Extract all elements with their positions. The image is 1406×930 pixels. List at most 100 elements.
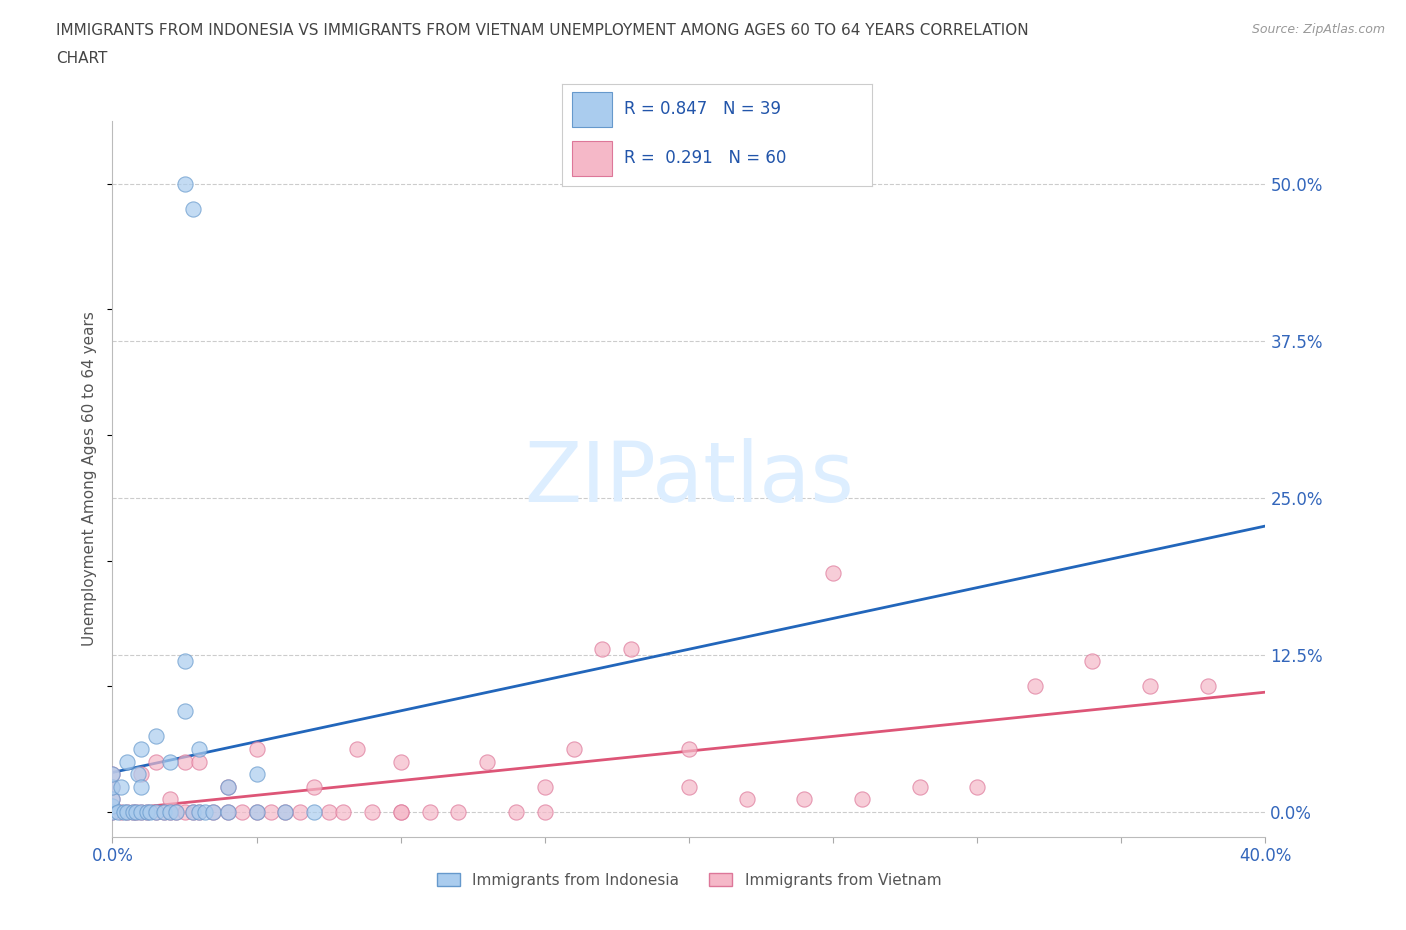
Point — [181, 804, 204, 819]
Point — [1081, 654, 1104, 669]
Point — [165, 804, 187, 819]
Point — [1197, 679, 1219, 694]
Point — [332, 804, 354, 819]
Point — [173, 754, 195, 769]
Legend: Immigrants from Indonesia, Immigrants from Vietnam: Immigrants from Indonesia, Immigrants fr… — [430, 867, 948, 894]
Point — [389, 754, 412, 769]
Point — [505, 804, 527, 819]
Point — [419, 804, 441, 819]
Text: Source: ZipAtlas.com: Source: ZipAtlas.com — [1251, 23, 1385, 36]
Point — [101, 779, 124, 794]
Point — [346, 741, 368, 756]
Point — [274, 804, 297, 819]
Point — [360, 804, 382, 819]
Point — [124, 804, 146, 819]
Point — [136, 804, 159, 819]
Point — [121, 804, 143, 819]
Point — [562, 741, 585, 756]
Point — [202, 804, 225, 819]
Point — [145, 729, 167, 744]
Point — [246, 804, 269, 819]
Point — [202, 804, 225, 819]
Point — [188, 754, 211, 769]
Point — [793, 791, 815, 806]
Point — [231, 804, 253, 819]
Point — [115, 804, 138, 819]
Point — [966, 779, 988, 794]
Point — [389, 804, 412, 819]
Point — [851, 791, 873, 806]
Point — [678, 741, 700, 756]
Point — [274, 804, 297, 819]
Point — [165, 804, 187, 819]
Y-axis label: Unemployment Among Ages 60 to 64 years: Unemployment Among Ages 60 to 64 years — [82, 312, 97, 646]
Point — [246, 741, 269, 756]
Point — [620, 641, 643, 656]
Point — [124, 804, 146, 819]
Point — [107, 804, 129, 819]
Point — [318, 804, 340, 819]
Point — [112, 804, 135, 819]
Point — [153, 804, 176, 819]
Point — [1139, 679, 1161, 694]
Point — [246, 766, 269, 781]
Point — [534, 804, 557, 819]
Point — [217, 804, 239, 819]
Point — [115, 804, 138, 819]
Point — [153, 804, 176, 819]
Point — [129, 766, 153, 781]
Point — [173, 177, 195, 192]
Point — [389, 804, 412, 819]
Point — [101, 798, 124, 813]
Point — [145, 754, 167, 769]
Point — [217, 779, 239, 794]
Point — [1024, 679, 1046, 694]
Point — [188, 741, 211, 756]
Point — [735, 791, 758, 806]
Point — [129, 804, 153, 819]
Point — [678, 779, 700, 794]
Bar — [572, 141, 612, 176]
Point — [173, 804, 195, 819]
Point — [821, 565, 844, 580]
Point — [447, 804, 470, 819]
Point — [217, 804, 239, 819]
Point — [592, 641, 614, 656]
Point — [475, 754, 499, 769]
Point — [110, 779, 132, 794]
Point — [129, 779, 153, 794]
Point — [304, 804, 326, 819]
Point — [101, 779, 124, 794]
Point — [101, 791, 124, 806]
Point — [217, 779, 239, 794]
Bar — [572, 92, 612, 126]
Text: R =  0.291   N = 60: R = 0.291 N = 60 — [624, 150, 786, 167]
Point — [246, 804, 269, 819]
Point — [110, 804, 132, 819]
Point — [159, 754, 181, 769]
Point — [101, 766, 124, 781]
Point — [181, 202, 204, 217]
Point — [129, 741, 153, 756]
Point — [127, 766, 149, 781]
Point — [139, 804, 162, 819]
Point — [188, 804, 211, 819]
Point — [534, 779, 557, 794]
Point — [101, 804, 124, 819]
Point — [101, 791, 124, 806]
Point — [115, 754, 138, 769]
Text: IMMIGRANTS FROM INDONESIA VS IMMIGRANTS FROM VIETNAM UNEMPLOYMENT AMONG AGES 60 : IMMIGRANTS FROM INDONESIA VS IMMIGRANTS … — [56, 23, 1029, 38]
Point — [136, 804, 159, 819]
Point — [159, 804, 181, 819]
Text: R = 0.847   N = 39: R = 0.847 N = 39 — [624, 100, 782, 118]
Point — [129, 804, 153, 819]
Text: CHART: CHART — [56, 51, 108, 66]
Point — [101, 766, 124, 781]
Point — [145, 804, 167, 819]
Point — [260, 804, 283, 819]
Text: ZIPatlas: ZIPatlas — [524, 438, 853, 520]
Point — [173, 704, 195, 719]
Point — [173, 654, 195, 669]
Point — [159, 804, 181, 819]
Point — [101, 804, 124, 819]
